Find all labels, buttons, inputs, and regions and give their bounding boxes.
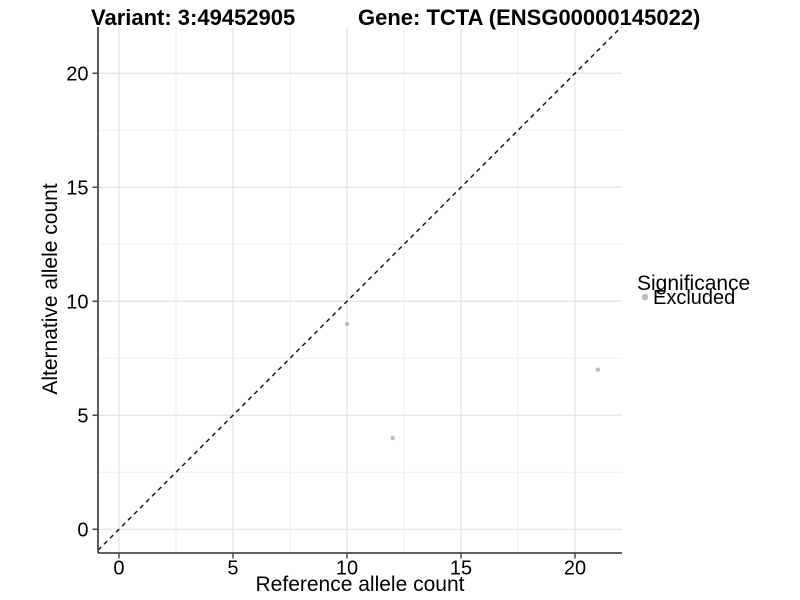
- plot-title-variant: Variant: 3:49452905: [91, 5, 295, 30]
- data-point: [390, 435, 395, 441]
- x-tick-label: 10: [336, 558, 358, 580]
- x-tick-label: 5: [227, 558, 238, 580]
- y-tick-label: 10: [66, 292, 88, 314]
- gridline-layer: [98, 27, 622, 553]
- x-tick-label: 20: [564, 558, 586, 580]
- y-tick-label: 5: [77, 406, 88, 428]
- y-tick-label: 15: [66, 178, 88, 200]
- plot-title-gene: Gene: TCTA (ENSG00000145022): [358, 5, 700, 30]
- x-tick-label: 0: [113, 558, 124, 580]
- y-tick-label: 0: [77, 520, 88, 542]
- x-tick-label: 15: [450, 558, 472, 580]
- axis-layer: 0 5 10 15 20 0 5 10 15 20: [66, 27, 622, 580]
- y-tick-label: 20: [66, 64, 88, 86]
- legend-marker-dot: [641, 293, 649, 301]
- legend: Significance Excluded: [637, 272, 750, 309]
- legend-title: Significance: [637, 272, 750, 295]
- data-point: [595, 367, 601, 372]
- legend-item-label: Excluded: [653, 287, 735, 309]
- y-axis-title: Alternative allele count: [39, 183, 62, 394]
- identity-line: [97, 26, 622, 551]
- data-layer: [97, 26, 622, 551]
- data-point: [344, 321, 350, 327]
- x-axis-title: Reference allele count: [256, 573, 465, 596]
